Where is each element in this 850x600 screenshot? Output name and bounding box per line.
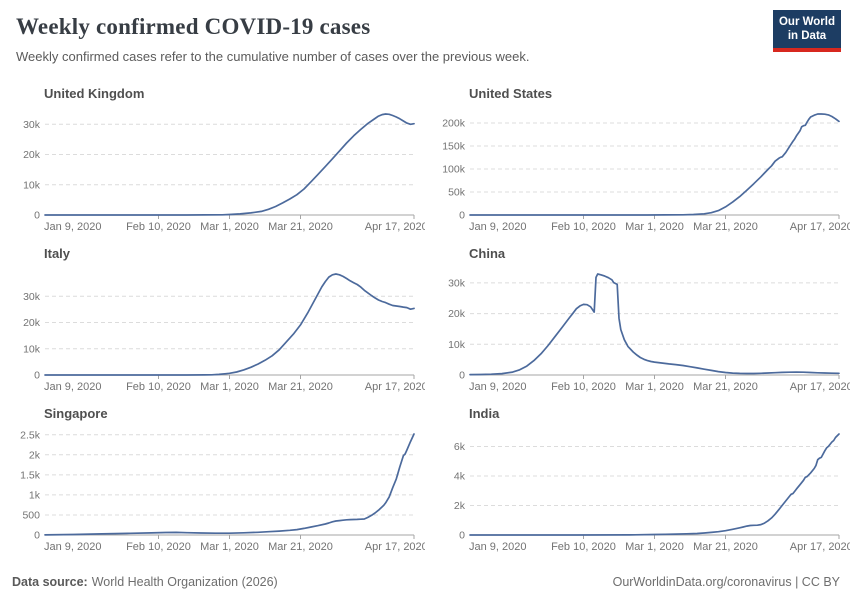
- svg-text:Apr 17, 2020: Apr 17, 2020: [365, 221, 425, 233]
- line-chart-plot: 0 10k 20k 30k Jan 9, 2020 Feb 10, 2020 Mar 1, …: [23, 113, 425, 233]
- chart-title: Italy: [44, 246, 71, 261]
- owid-logo-line2: in Data: [787, 29, 827, 42]
- svg-text:Jan 9, 2020: Jan 9, 2020: [44, 381, 102, 393]
- svg-text:Feb 10, 2020: Feb 10, 2020: [551, 541, 616, 553]
- chart-china: China 0 10k 20k 30k Jan 9, 2020 Feb 10, 2020 M…: [425, 240, 850, 400]
- svg-text:10k: 10k: [23, 343, 41, 355]
- svg-text:50k: 50k: [448, 187, 466, 199]
- svg-text:Feb 10, 2020: Feb 10, 2020: [126, 541, 191, 553]
- svg-text:10k: 10k: [23, 179, 41, 191]
- svg-text:Feb 10, 2020: Feb 10, 2020: [126, 381, 191, 393]
- svg-text:500: 500: [22, 510, 40, 522]
- svg-text:Jan 9, 2020: Jan 9, 2020: [44, 541, 102, 553]
- owid-logo-line1: Our World: [778, 16, 835, 28]
- chart-header: Weekly confirmed COVID-19 cases Weekly c…: [0, 0, 850, 64]
- owid-logo: Our World in Data: [773, 10, 841, 52]
- svg-text:Mar 1, 2020: Mar 1, 2020: [625, 541, 684, 553]
- svg-text:Mar 21, 2020: Mar 21, 2020: [268, 541, 333, 553]
- svg-text:100k: 100k: [442, 164, 466, 176]
- svg-text:Feb 10, 2020: Feb 10, 2020: [551, 381, 616, 393]
- svg-text:30k: 30k: [448, 277, 466, 289]
- svg-text:Mar 21, 2020: Mar 21, 2020: [693, 541, 758, 553]
- svg-text:Jan 9, 2020: Jan 9, 2020: [469, 381, 527, 393]
- svg-text:Jan 9, 2020: Jan 9, 2020: [44, 221, 102, 233]
- svg-text:Mar 1, 2020: Mar 1, 2020: [200, 221, 259, 233]
- svg-text:20k: 20k: [23, 317, 41, 329]
- svg-text:20k: 20k: [448, 308, 466, 320]
- svg-text:Feb 10, 2020: Feb 10, 2020: [551, 221, 616, 233]
- page-subtitle: Weekly confirmed cases refer to the cumu…: [16, 49, 530, 64]
- data-source-value: World Health Organization (2026): [91, 575, 278, 589]
- svg-text:20k: 20k: [23, 149, 41, 161]
- svg-text:1k: 1k: [29, 489, 41, 501]
- svg-text:30k: 30k: [23, 119, 41, 131]
- chart-italy: Italy 0 10k 20k 30k Jan 9, 2020 Feb 10, 2020 M…: [0, 240, 425, 400]
- data-source-label: Data source:: [12, 575, 88, 589]
- svg-text:150k: 150k: [442, 141, 466, 153]
- chart-india: India 0 2k 4k 6k Jan 9, 2020 Feb 10, 2020 Mar …: [425, 400, 850, 560]
- svg-text:Apr 17, 2020: Apr 17, 2020: [365, 541, 425, 553]
- page-title: Weekly confirmed COVID-19 cases: [16, 14, 371, 39]
- svg-text:200k: 200k: [442, 118, 466, 130]
- data-source: Data source: World Health Organization (2…: [12, 575, 278, 589]
- svg-text:Mar 1, 2020: Mar 1, 2020: [625, 381, 684, 393]
- svg-text:4k: 4k: [454, 471, 466, 483]
- svg-text:Jan 9, 2020: Jan 9, 2020: [469, 541, 527, 553]
- svg-text:2k: 2k: [29, 449, 41, 461]
- svg-text:Apr 17, 2020: Apr 17, 2020: [790, 541, 850, 553]
- svg-text:30k: 30k: [23, 291, 41, 303]
- chart-footer: Data source: World Health Organization (2…: [12, 575, 840, 589]
- svg-text:Mar 21, 2020: Mar 21, 2020: [268, 381, 333, 393]
- svg-text:2k: 2k: [454, 500, 466, 512]
- svg-text:6k: 6k: [454, 441, 466, 453]
- chart-united-states: United States 0 50k 100k 150k 200k Jan 9, 202…: [425, 80, 850, 240]
- svg-text:Mar 1, 2020: Mar 1, 2020: [200, 381, 259, 393]
- svg-text:Apr 17, 2020: Apr 17, 2020: [790, 381, 850, 393]
- svg-text:Feb 10, 2020: Feb 10, 2020: [126, 221, 191, 233]
- chart-title: United States: [469, 86, 553, 101]
- svg-text:0: 0: [34, 210, 40, 222]
- svg-text:Jan 9, 2020: Jan 9, 2020: [469, 221, 527, 233]
- svg-text:10k: 10k: [448, 339, 466, 351]
- line-chart-plot: 0 50k 100k 150k 200k Jan 9, 2020 Feb 10, 2020 M…: [442, 113, 850, 233]
- svg-text:0: 0: [459, 530, 465, 542]
- svg-text:0: 0: [459, 210, 465, 222]
- svg-text:Mar 21, 2020: Mar 21, 2020: [693, 221, 758, 233]
- chart-singapore: Singapore 0 500 1k 1.5k 2k 2.5k Jan 9, 2020 Feb…: [0, 400, 425, 560]
- small-multiples-grid: United Kingdom 0 10k 20k 30k Jan 9, 2020 Feb …: [0, 80, 850, 560]
- svg-text:0: 0: [459, 370, 465, 382]
- svg-text:1.5k: 1.5k: [20, 469, 41, 481]
- chart-united-kingdom: United Kingdom 0 10k 20k 30k Jan 9, 2020 Feb …: [0, 80, 425, 240]
- svg-text:Mar 1, 2020: Mar 1, 2020: [200, 541, 259, 553]
- chart-title: India: [469, 406, 500, 421]
- svg-text:Apr 17, 2020: Apr 17, 2020: [790, 221, 850, 233]
- chart-title: China: [469, 246, 506, 261]
- chart-title: Singapore: [44, 406, 108, 421]
- svg-text:Mar 21, 2020: Mar 21, 2020: [693, 381, 758, 393]
- svg-text:0: 0: [34, 530, 40, 542]
- line-chart-plot: 0 2k 4k 6k Jan 9, 2020 Feb 10, 2020 Mar 1, 202…: [454, 433, 850, 553]
- line-chart-plot: 0 500 1k 1.5k 2k 2.5k Jan 9, 2020 Feb 10, 2020 M…: [20, 429, 425, 553]
- svg-text:Mar 1, 2020: Mar 1, 2020: [625, 221, 684, 233]
- svg-text:Apr 17, 2020: Apr 17, 2020: [365, 381, 425, 393]
- svg-text:Mar 21, 2020: Mar 21, 2020: [268, 221, 333, 233]
- chart-title: United Kingdom: [44, 86, 145, 101]
- line-chart-plot: 0 10k 20k 30k Jan 9, 2020 Feb 10, 2020 Mar 1, …: [448, 273, 850, 393]
- line-chart-plot: 0 10k 20k 30k Jan 9, 2020 Feb 10, 2020 Mar 1, …: [23, 273, 425, 393]
- svg-text:0: 0: [34, 370, 40, 382]
- credit-link[interactable]: OurWorldinData.org/coronavirus | CC BY: [612, 575, 840, 589]
- svg-text:2.5k: 2.5k: [20, 429, 41, 441]
